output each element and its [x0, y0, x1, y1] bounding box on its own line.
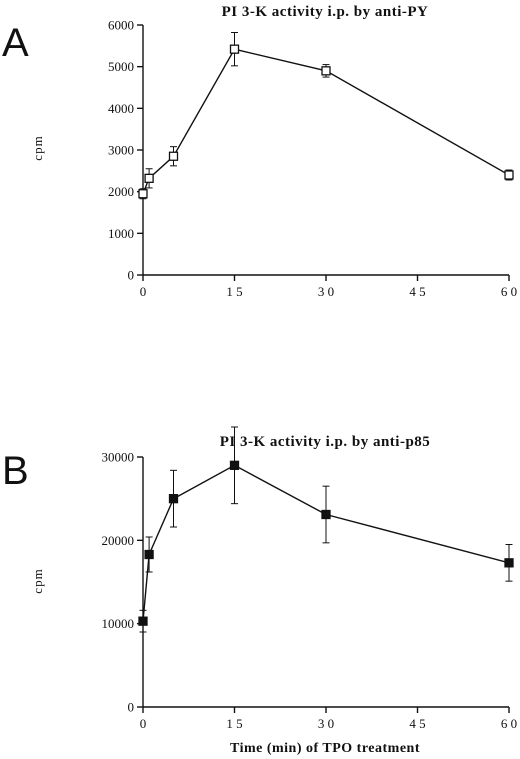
chart-a-ytick-label: 3000 — [108, 143, 134, 158]
chart-b-ytick-label: 30000 — [102, 450, 135, 465]
chart-b-xtick-label: 6 0 — [501, 716, 517, 731]
chart-a-ytick-label: 1000 — [108, 226, 134, 241]
chart-b-ytick-label: 20000 — [102, 533, 135, 548]
chart-a-xtick-label: 4 5 — [409, 284, 425, 299]
chart-a-ytick-label: 6000 — [108, 18, 134, 33]
chart-a-ytick-label: 4000 — [108, 101, 134, 116]
chart-a-data-point — [229, 44, 240, 54]
chart-b-ytick-label: 10000 — [102, 616, 135, 631]
chart-b-xtick-label: 1 5 — [226, 716, 242, 731]
chart-b-ytick-label: 0 — [128, 700, 135, 715]
chart-a-ytick-label: 5000 — [108, 59, 134, 74]
chart-b-data-point — [504, 558, 514, 568]
chart-b-plot: 0 10000 20000 30000 0 1 5 3 0 4 5 6 0 — [102, 426, 517, 731]
chart-a-ylabel: cpm — [30, 135, 45, 160]
chart-a-plot: 0 1000 2000 3000 4000 5000 6000 0 1 5 3 0 4 5 6 0 — [108, 18, 517, 300]
chart-a-xtick-label: 1 5 — [226, 284, 242, 299]
chart-b-xtick-label: 3 0 — [318, 716, 334, 731]
chart-a-data-point — [144, 173, 154, 183]
chart-a-data-point — [504, 170, 514, 180]
chart-b-data-point — [144, 549, 154, 560]
chart-b-data-point — [168, 494, 179, 504]
chart-a-xtick-label: 3 0 — [318, 284, 334, 299]
chart-a-ytick-label: 2000 — [108, 184, 134, 199]
chart-b-data-point — [138, 616, 148, 626]
chart-a-xtick-label: 6 0 — [501, 284, 517, 299]
chart-b-data-point — [321, 509, 331, 520]
chart-b-data-point — [229, 460, 240, 470]
chart-a-title: PI 3-K activity i.p. by anti-PY — [222, 4, 429, 20]
chart-a-data-point — [168, 151, 179, 161]
chart-b-ylabel: cpm — [30, 568, 45, 593]
chart-a-data-point — [138, 189, 148, 199]
chart-a-data-point — [321, 66, 331, 76]
chart-b-series-line — [142, 464, 510, 622]
chart-b-title: PI 3-K activity i.p. by anti-p85 — [220, 434, 431, 450]
panel-letter-b: B — [2, 449, 29, 493]
panel-letter-a: A — [2, 21, 29, 65]
chart-b-xlabel: Time (min) of TPO treatment — [230, 741, 420, 756]
chart-a-xtick-label: 0 — [140, 284, 147, 299]
chart-a-ytick-label: 0 — [128, 268, 135, 283]
chart-b-xtick-label: 0 — [140, 716, 147, 731]
chart-b-xtick-label: 4 5 — [409, 716, 425, 731]
